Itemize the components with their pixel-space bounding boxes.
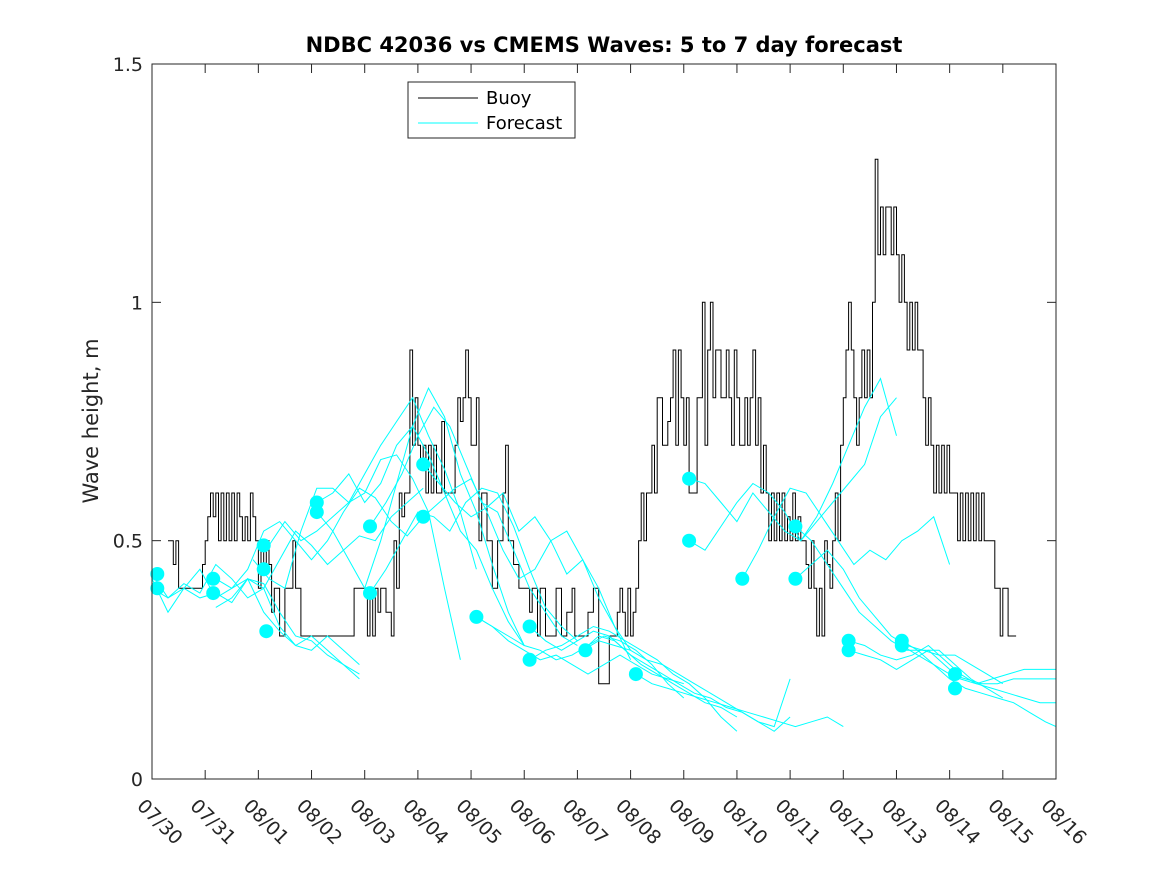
- forecast-start-marker: [150, 581, 165, 596]
- forecast-series-line: [316, 425, 525, 646]
- forecast-series-line: [529, 626, 738, 718]
- y-axis: 0 0.5 1 1.5: [113, 54, 1056, 791]
- forecast-start-marker: [259, 624, 274, 639]
- forecast-start-marker: [682, 471, 697, 486]
- y-tick-label: 1: [131, 292, 143, 314]
- forecast-start-marker: [948, 667, 962, 682]
- forecast-series-line: [635, 673, 844, 728]
- forecast-series-line: [152, 568, 360, 675]
- forecast-start-marker: [150, 567, 165, 581]
- forecast-layer: [152, 377, 1056, 732]
- forecast-series-line: [422, 477, 632, 651]
- forecast-series-line: [215, 487, 424, 589]
- buoy-series-line: [168, 158, 1017, 685]
- forecast-series-line: [582, 635, 791, 732]
- forecast-series-line: [369, 487, 578, 642]
- forecast-start-marker: [469, 609, 484, 624]
- y-tick-label: 0.5: [113, 531, 143, 553]
- forecast-start-marker: [578, 643, 593, 658]
- legend-buoy-label: Buoy: [486, 88, 532, 109]
- forecast-start-marker: [948, 681, 962, 696]
- forecast-start-marker: [735, 571, 750, 586]
- legend-forecast-label: Forecast: [486, 113, 562, 134]
- forecast-start-marker: [256, 562, 271, 577]
- forecast-start-marker: [416, 457, 431, 472]
- forecast-start-marker: [363, 586, 377, 601]
- forecast-start-marker: [309, 505, 324, 520]
- chart-title: NDBC 42036 vs CMEMS Waves: 5 to 7 day fo…: [306, 33, 903, 57]
- forecast-series-line: [316, 386, 525, 646]
- forecast-series-line: [848, 640, 1056, 704]
- forecast-series-line: [741, 487, 951, 580]
- forecast-start-marker: [522, 652, 537, 667]
- forecast-start-marker: [682, 533, 697, 548]
- buoy-layer: [168, 158, 1017, 685]
- forecast-start-marker: [416, 509, 431, 524]
- forecast-start-marker: [309, 495, 324, 510]
- forecast-series-line: [476, 616, 684, 685]
- legend: Buoy Forecast: [407, 81, 576, 139]
- forecast-start-marker: [788, 571, 803, 586]
- forecast-start-marker: [363, 519, 377, 534]
- axes-box: [151, 63, 1057, 780]
- forecast-series-line: [901, 645, 1056, 728]
- y-tick-label: 0: [131, 769, 143, 791]
- forecast-start-marker: [522, 619, 537, 634]
- forecast-series-line: [268, 396, 477, 570]
- plot-area: [152, 64, 1056, 779]
- forecast-start-marker: [841, 643, 856, 658]
- forecast-series-line: [901, 640, 1056, 685]
- forecast-series-line: [252, 454, 461, 660]
- marker-layer: [150, 457, 962, 696]
- forecast-start-marker: [206, 586, 221, 601]
- forecast-series-line: [422, 464, 632, 661]
- forecast-start-marker: [628, 667, 643, 682]
- forecast-series-line: [215, 487, 424, 608]
- forecast-start-marker: [256, 538, 271, 553]
- forecast-start-marker: [788, 519, 803, 534]
- y-axis-label: Wave height, m: [79, 338, 103, 503]
- forecast-series-line: [688, 377, 897, 542]
- forecast-start-marker: [206, 571, 221, 586]
- forecast-series-line: [152, 577, 360, 665]
- forecast-start-marker: [894, 638, 909, 653]
- y-tick-label: 1.5: [113, 54, 143, 76]
- legend-box: [407, 81, 576, 139]
